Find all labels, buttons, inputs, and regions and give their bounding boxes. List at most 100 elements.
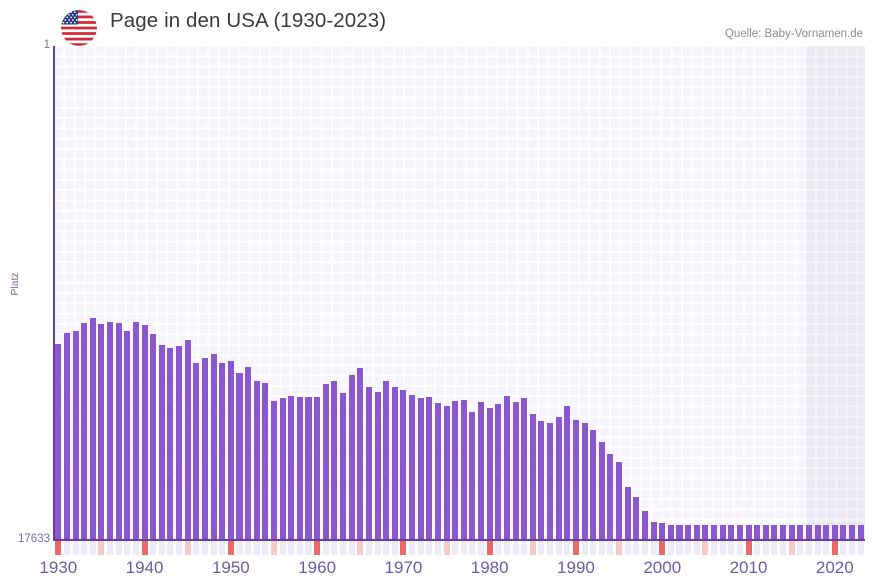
bar[interactable] xyxy=(236,373,243,540)
year-marker-cell[interactable] xyxy=(512,541,519,555)
bar[interactable] xyxy=(141,325,148,540)
bar[interactable] xyxy=(296,397,303,540)
bar[interactable] xyxy=(98,324,105,540)
year-marker-cell[interactable] xyxy=(814,541,821,555)
bar[interactable] xyxy=(521,398,528,540)
bar[interactable] xyxy=(400,390,407,540)
bar[interactable] xyxy=(736,525,743,540)
bar[interactable] xyxy=(245,367,252,540)
year-marker-cell[interactable] xyxy=(417,541,424,555)
year-marker-cell[interactable] xyxy=(55,541,62,555)
bar[interactable] xyxy=(288,396,295,540)
year-marker-cell[interactable] xyxy=(434,541,441,555)
bar[interactable] xyxy=(150,334,157,540)
year-marker-cell[interactable] xyxy=(676,541,683,555)
bar[interactable] xyxy=(581,423,588,540)
year-marker-cell[interactable] xyxy=(391,541,398,555)
year-marker-cell[interactable] xyxy=(227,541,234,555)
bar[interactable] xyxy=(365,387,372,540)
year-marker-cell[interactable] xyxy=(590,541,597,555)
year-marker-cell[interactable] xyxy=(736,541,743,555)
bar[interactable] xyxy=(814,525,821,540)
year-marker-cell[interactable] xyxy=(150,541,157,555)
year-marker-cell[interactable] xyxy=(719,541,726,555)
year-marker-cell[interactable] xyxy=(529,541,536,555)
year-marker-cell[interactable] xyxy=(710,541,718,555)
bar[interactable] xyxy=(710,525,718,540)
year-marker-cell[interactable] xyxy=(624,541,631,555)
year-marker-cell[interactable] xyxy=(63,541,70,555)
year-marker-cell[interactable] xyxy=(780,541,787,555)
bar[interactable] xyxy=(572,420,579,540)
bar[interactable] xyxy=(745,525,752,540)
bar[interactable] xyxy=(762,525,769,540)
bar[interactable] xyxy=(719,525,726,540)
year-marker-cell[interactable] xyxy=(305,541,312,555)
bar[interactable] xyxy=(167,348,174,540)
year-marker-cell[interactable] xyxy=(754,541,761,555)
bar[interactable] xyxy=(780,525,787,540)
bar[interactable] xyxy=(486,408,493,540)
bar[interactable] xyxy=(443,406,450,540)
year-marker-cell[interactable] xyxy=(279,541,286,555)
bar[interactable] xyxy=(132,322,139,540)
year-marker-cell[interactable] xyxy=(857,541,864,555)
bar[interactable] xyxy=(512,402,519,540)
bar[interactable] xyxy=(279,398,286,540)
year-marker-cell[interactable] xyxy=(365,541,372,555)
year-marker-cell[interactable] xyxy=(831,541,838,555)
year-marker-cell[interactable] xyxy=(132,541,139,555)
year-marker-cell[interactable] xyxy=(348,541,355,555)
bar[interactable] xyxy=(495,404,502,540)
year-marker-cell[interactable] xyxy=(236,541,243,555)
year-marker-cell[interactable] xyxy=(374,541,381,555)
year-marker-cell[interactable] xyxy=(503,541,510,555)
bar[interactable] xyxy=(469,412,476,540)
year-marker-cell[interactable] xyxy=(331,541,338,555)
year-marker-cell[interactable] xyxy=(598,541,605,555)
year-marker-cell[interactable] xyxy=(849,541,856,555)
bar[interactable] xyxy=(771,525,778,540)
bar[interactable] xyxy=(193,363,200,540)
year-marker-cell[interactable] xyxy=(176,541,183,555)
year-marker-cell[interactable] xyxy=(115,541,122,555)
bar[interactable] xyxy=(176,346,183,540)
bar[interactable] xyxy=(314,397,321,540)
bar[interactable] xyxy=(538,421,545,540)
year-marker-cell[interactable] xyxy=(685,541,692,555)
year-marker-cell[interactable] xyxy=(641,541,648,555)
year-marker-cell[interactable] xyxy=(201,541,208,555)
bar[interactable] xyxy=(685,525,692,540)
bar[interactable] xyxy=(805,525,812,540)
year-marker-cell[interactable] xyxy=(253,541,260,555)
bar[interactable] xyxy=(702,525,709,540)
year-marker-cell[interactable] xyxy=(107,541,114,555)
year-marker-cell[interactable] xyxy=(693,541,700,555)
bar[interactable] xyxy=(210,354,217,540)
year-marker-cell[interactable] xyxy=(616,541,623,555)
bar[interactable] xyxy=(460,400,467,540)
bar[interactable] xyxy=(564,406,571,540)
bar[interactable] xyxy=(607,454,614,540)
year-marker-cell[interactable] xyxy=(469,541,476,555)
year-marker-cell[interactable] xyxy=(659,541,666,555)
year-marker-cell[interactable] xyxy=(762,541,769,555)
year-marker-cell[interactable] xyxy=(788,541,795,555)
year-marker-cell[interactable] xyxy=(650,541,657,555)
year-marker-cell[interactable] xyxy=(572,541,579,555)
year-marker-cell[interactable] xyxy=(245,541,252,555)
year-marker-cell[interactable] xyxy=(555,541,562,555)
bar[interactable] xyxy=(849,525,856,540)
bar[interactable] xyxy=(331,381,338,540)
year-marker-cell[interactable] xyxy=(98,541,105,555)
bar[interactable] xyxy=(659,523,666,540)
year-marker-cell[interactable] xyxy=(426,541,433,555)
year-marker-cell[interactable] xyxy=(633,541,640,555)
bar[interactable] xyxy=(391,387,398,540)
year-marker-cell[interactable] xyxy=(797,541,804,555)
year-marker-cell[interactable] xyxy=(357,541,364,555)
year-marker-cell[interactable] xyxy=(296,541,303,555)
year-marker-cell[interactable] xyxy=(81,541,88,555)
bar[interactable] xyxy=(598,442,605,540)
year-marker-cell[interactable] xyxy=(158,541,165,555)
